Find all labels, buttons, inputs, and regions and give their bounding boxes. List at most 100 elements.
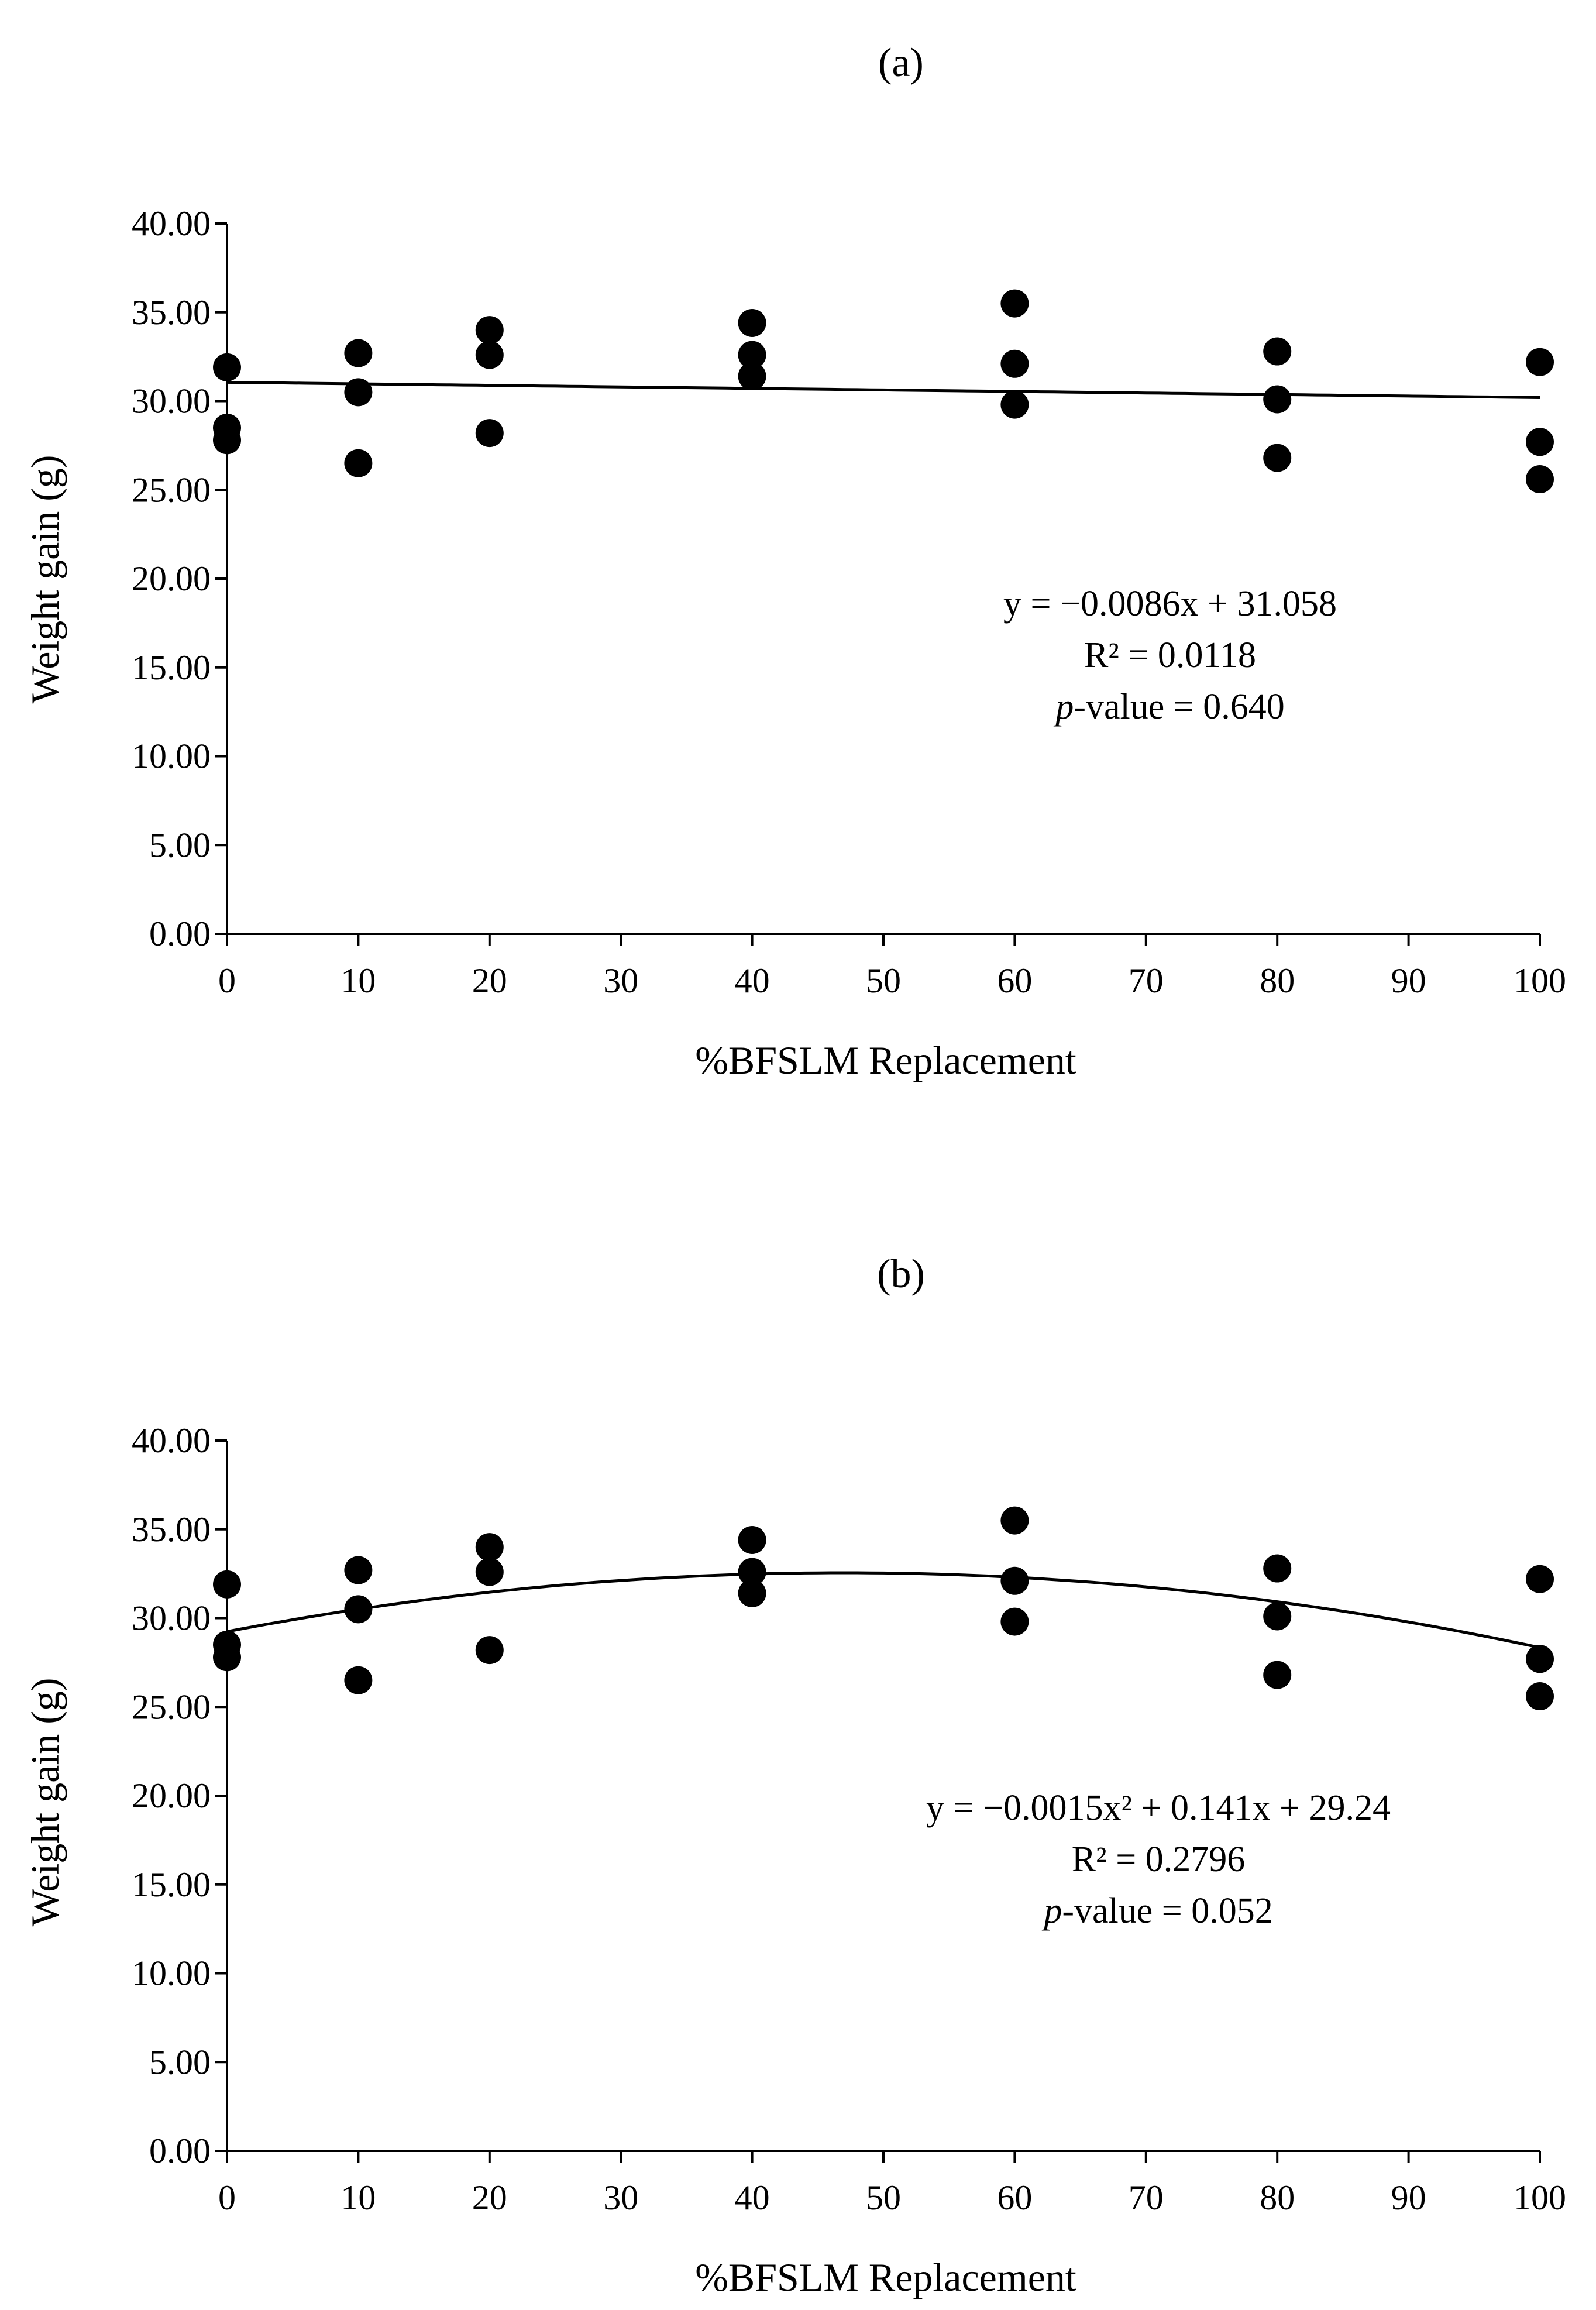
y-tick-label-b: 40.00 [132,1421,211,1460]
data-point-a [1000,349,1029,378]
data-points-b [213,1506,1554,1711]
data-point-a [213,426,241,455]
x-tick-label-b: 10 [340,2178,376,2217]
x-tick-label-a: 70 [1129,961,1164,1000]
x-tick-label-b: 20 [472,2178,507,2217]
data-point-a [475,341,504,369]
x-tick-label-b: 0 [218,2178,236,2217]
data-point-a [1526,465,1554,494]
x-tick-label-a: 80 [1260,961,1295,1000]
x-tick-label-a: 100 [1514,961,1566,1000]
x-tick-label-a: 30 [603,961,638,1000]
x-tick-label-a: 20 [472,961,507,1000]
x-tick-label-b: 50 [866,2178,901,2217]
panel-label-a: (a) [878,40,924,85]
data-point-a [1263,444,1292,472]
data-point-b [1000,1506,1029,1535]
y-tick-label-a: 15.00 [132,648,211,687]
p-value-text-a: p-value = 0.640 [1053,687,1284,727]
data-point-a [1000,390,1029,419]
panel-label-b: (b) [877,1252,925,1297]
data-point-a [213,353,241,381]
data-point-a [344,378,373,407]
x-axis-title-a: %BFSLM Replacement [695,1038,1076,1082]
axes-a: 0.00 5.00 10.00 15.00 20.00 25.00 30.00 35.00 40… [132,204,1566,1000]
y-tick-label-a: 25.00 [132,470,211,509]
x-tick-label-b: 100 [1514,2178,1566,2217]
data-point-b [475,1558,504,1586]
y-tick-label-a: 40.00 [132,204,211,243]
data-point-b [213,1570,241,1599]
trendline-path-b [226,1571,1540,1649]
y-tick-label-a: 10.00 [132,737,211,776]
data-point-b [475,1533,504,1562]
x-tick-label-a: 50 [866,961,901,1000]
y-axis-title-b: Weight gain (g) [23,1678,67,1926]
p-value-rest-b: -value = 0.052 [1062,1891,1272,1931]
trendline-a [226,380,1540,399]
data-point-b [738,1579,766,1608]
data-point-b [1263,1661,1292,1689]
data-point-b [738,1558,766,1586]
data-point-b [1000,1607,1029,1636]
data-point-a [1263,337,1292,366]
data-point-b [344,1556,373,1584]
trendline-b [226,1571,1540,1649]
data-point-b [738,1525,766,1554]
y-tick-label-b: 20.00 [132,1776,211,1815]
data-point-b [1526,1682,1554,1711]
x-tick-label-a: 90 [1391,961,1426,1000]
x-tick-label-b: 80 [1260,2178,1295,2217]
x-tick-label-b: 70 [1129,2178,1164,2217]
x-tick-label-a: 60 [997,961,1032,1000]
data-point-b [1526,1645,1554,1673]
y-tick-label-b: 35.00 [132,1510,211,1549]
data-point-a [344,339,373,367]
x-tick-label-b: 60 [997,2178,1032,2217]
y-tick-label-b: 5.00 [149,2043,211,2081]
p-italic-a: p [1053,687,1074,727]
data-point-b [1526,1565,1554,1593]
data-point-b [1263,1602,1292,1631]
data-point-a [1526,348,1554,376]
y-tick-label-a: 30.00 [132,382,211,421]
x-axis-title-b: %BFSLM Replacement [695,2255,1076,2299]
y-tick-label-b: 0.00 [149,2132,211,2170]
data-point-b [213,1643,241,1672]
data-point-a [344,449,373,477]
y-tick-label-b: 15.00 [132,1865,211,1904]
data-point-b [1263,1554,1292,1583]
y-tick-label-a: 20.00 [132,559,211,598]
y-tick-label-b: 25.00 [132,1687,211,1726]
data-point-a [738,362,766,391]
chart-panel-b: (b) Weight gain (g) %BFSLM Replacement 0… [23,1252,1566,2299]
data-point-b [1000,1566,1029,1595]
data-point-a [738,341,766,369]
data-point-a [1526,428,1554,456]
axes-b: 0.00 5.00 10.00 15.00 20.00 25.00 30.00 35.00 40… [132,1421,1566,2217]
data-point-b [344,1595,373,1624]
p-italic-b: p [1041,1891,1062,1931]
p-value-rest-a: -value = 0.640 [1074,687,1284,727]
regression-annotation-b: y = −0.0015x² + 0.141x + 29.24 R² = 0.27… [926,1788,1391,1931]
data-point-b [344,1666,373,1694]
y-axis-title-a: Weight gain (g) [23,455,67,703]
x-tick-label-a: 0 [218,961,236,1000]
equation-text-b: y = −0.0015x² + 0.141x + 29.24 [926,1788,1391,1828]
equation-text-a: y = −0.0086x + 31.058 [1003,584,1337,624]
data-point-a [1000,289,1029,318]
x-tick-label-a: 10 [340,961,376,1000]
regression-annotation-a: y = −0.0086x + 31.058 R² = 0.0118 p-valu… [1003,584,1337,727]
x-tick-label-b: 90 [1391,2178,1426,2217]
x-tick-label-a: 40 [735,961,770,1000]
y-tick-label-b: 30.00 [132,1599,211,1638]
data-point-a [1263,385,1292,414]
data-point-a [475,316,504,345]
r2-text-b: R² = 0.2796 [1072,1840,1245,1879]
chart-panel-a: (a) Weight gain (g) %BFSLM Replacement 0… [23,40,1566,1082]
x-tick-label-b: 40 [735,2178,770,2217]
p-value-text-b: p-value = 0.052 [1041,1891,1272,1931]
y-tick-label-b: 10.00 [132,1954,211,1993]
y-tick-label-a: 0.00 [149,915,211,953]
